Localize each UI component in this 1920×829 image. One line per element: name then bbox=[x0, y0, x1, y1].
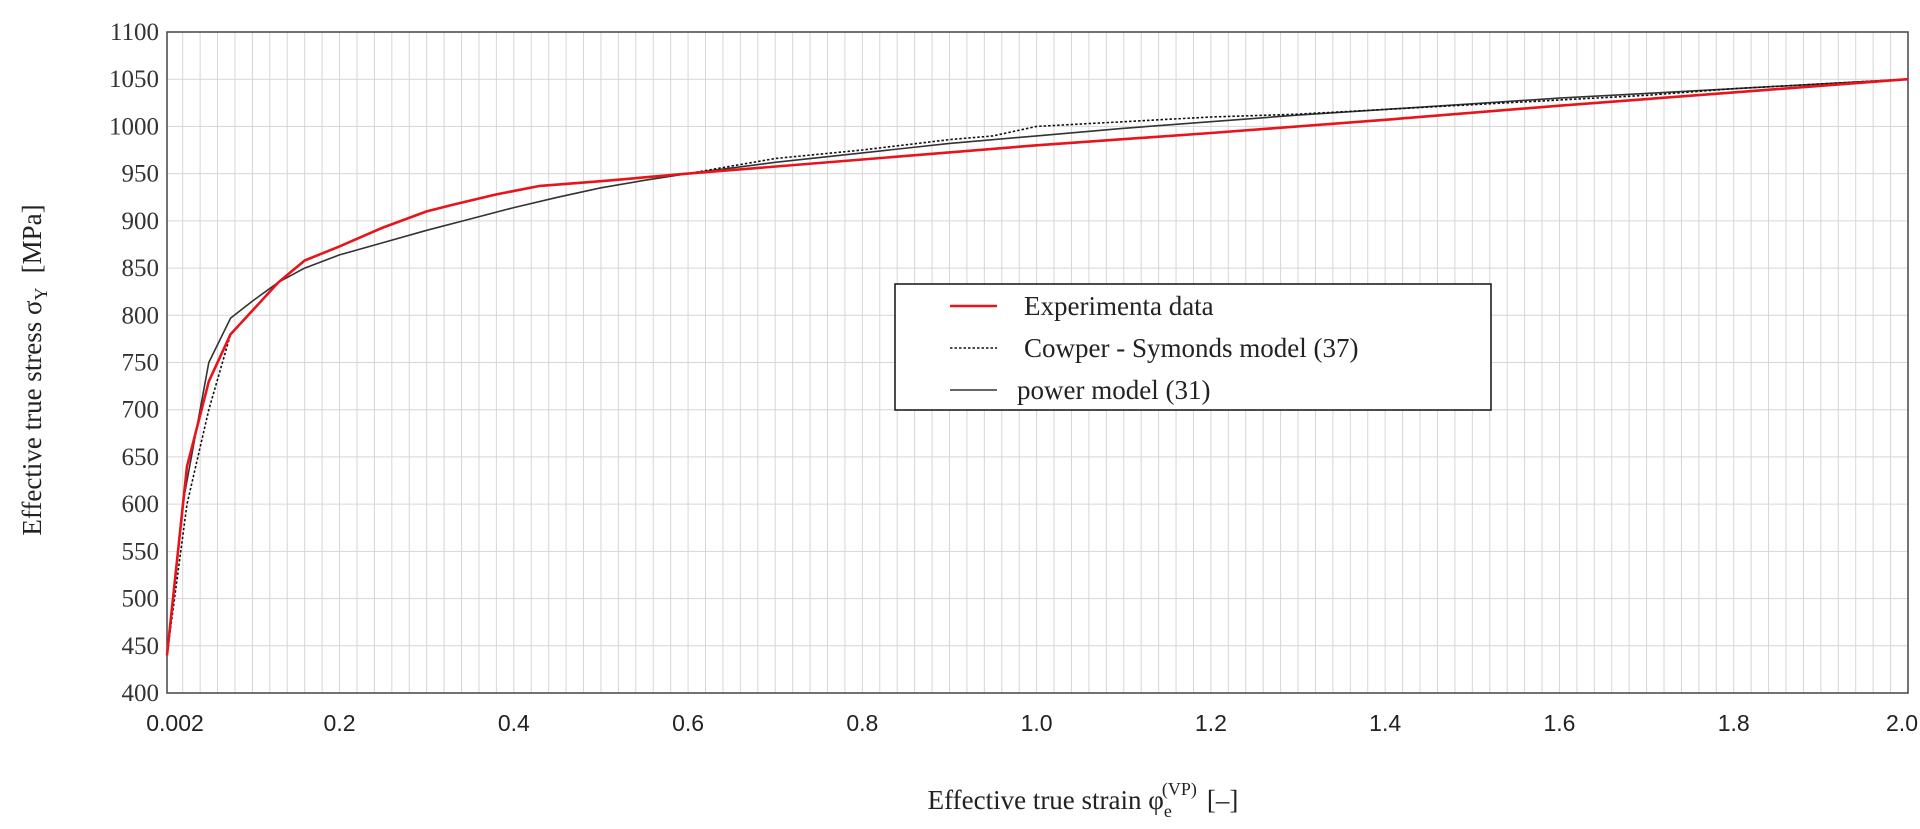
y-tick-label: 1050 bbox=[109, 66, 159, 93]
y-tick-label: 650 bbox=[122, 444, 160, 471]
x-tick-label: 0.002 bbox=[146, 710, 204, 736]
y-axis-title-subscript: Y bbox=[31, 287, 51, 300]
x-tick-label: 0.4 bbox=[498, 710, 530, 736]
series-line-experimenta-data bbox=[165, 77, 1909, 656]
y-tick-label: 450 bbox=[122, 633, 160, 660]
x-axis-title-main: Effective true strain φ bbox=[928, 785, 1164, 815]
x-tick-label: 1.0 bbox=[1021, 710, 1053, 736]
legend-label-experimental: Experimenta data bbox=[1024, 291, 1214, 321]
x-tick-label: 1.8 bbox=[1718, 710, 1750, 736]
y-tick-label: 400 bbox=[122, 680, 160, 707]
legend-label-cowper-symonds: Cowper - Symonds model (37) bbox=[1024, 333, 1358, 363]
x-axis-title-superscript: (VP) bbox=[1162, 779, 1197, 800]
x-tick-label: 1.2 bbox=[1195, 710, 1227, 736]
y-tick-label: 700 bbox=[122, 397, 160, 424]
legend: Experimenta data Cowper - Symonds model … bbox=[894, 283, 1492, 411]
x-tick-label: 0.2 bbox=[324, 710, 356, 736]
y-axis-title: Effective true stress σY [MPa] bbox=[17, 204, 51, 535]
x-tick-label: 0.8 bbox=[846, 710, 878, 736]
series-layer bbox=[165, 77, 1909, 656]
x-axis-title: Effective true strain φe(VP) [–] bbox=[928, 779, 1239, 821]
y-tick-label: 1100 bbox=[110, 19, 159, 46]
x-tick-label: 1.6 bbox=[1543, 710, 1575, 736]
y-tick-label: 550 bbox=[122, 538, 160, 565]
y-tick-label: 800 bbox=[122, 302, 160, 329]
y-axis-title-main: Effective true stress σ bbox=[17, 300, 47, 536]
y-tick-label: 750 bbox=[122, 350, 160, 377]
y-tick-label: 1000 bbox=[109, 113, 159, 140]
x-tick-label: 1.4 bbox=[1369, 710, 1401, 736]
plot-frame bbox=[166, 31, 1909, 694]
x-axis-title-subscript: e bbox=[1164, 801, 1172, 821]
x-tick-label: 0.6 bbox=[672, 710, 704, 736]
x-tick-label: 2.0 bbox=[1886, 710, 1918, 736]
y-axis-title-unit: [MPa] bbox=[17, 204, 47, 273]
y-tick-label: 600 bbox=[122, 491, 160, 518]
tick-labels: 400 450 500 550 600 650 700 750 800 850 900 950 1000… bbox=[109, 19, 1918, 736]
legend-label-power-model: power model (31) bbox=[1017, 375, 1210, 405]
y-tick-label: 850 bbox=[122, 255, 160, 282]
y-tick-label: 900 bbox=[122, 208, 160, 235]
y-tick-label: 500 bbox=[122, 586, 160, 613]
y-tick-label: 950 bbox=[122, 161, 160, 188]
x-axis-title-unit: [–] bbox=[1207, 785, 1238, 815]
